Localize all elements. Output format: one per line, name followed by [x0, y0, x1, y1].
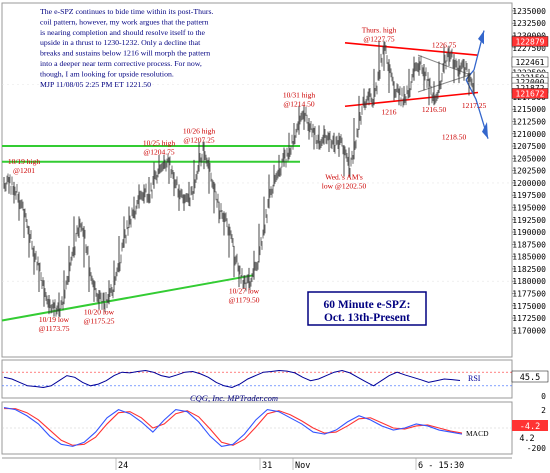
- price-tick-label: 1212500: [512, 117, 546, 126]
- rsi-tick-label: 0: [541, 392, 546, 401]
- price-tick-label: 1172500: [512, 314, 546, 323]
- price-tick-label: 1175000: [512, 302, 546, 311]
- price-panel-frame: [1, 2, 513, 358]
- price-annotation: 1216.50: [422, 105, 447, 114]
- price-annotation: 1217.25: [462, 101, 487, 110]
- commentary-line: The e-SPZ continues to bide time within …: [40, 7, 214, 89]
- rsi-value-box: [511, 370, 549, 383]
- price-tick-label: 1187500: [512, 240, 546, 249]
- price-annotation: Thurs. high @1227.75: [362, 26, 397, 44]
- price-tick-label: 1195000: [512, 203, 546, 212]
- price-tick-label: 1232500: [512, 19, 546, 28]
- price-flags: 122879122461122150122000121872121672: [511, 36, 549, 99]
- macd-tick-label: -200: [527, 444, 546, 453]
- chart-title: 60 Minute e-SPZ: Oct. 13th-Present: [324, 299, 411, 324]
- time-axis: 24 31 Nov 6 - 15:30: [2, 457, 512, 471]
- rsi-value: 45.5: [520, 373, 540, 383]
- price-series: [3, 40, 475, 318]
- price-flag-label: 122879: [516, 37, 545, 46]
- rsi-legend: RSI: [468, 374, 481, 383]
- price-annotation: Wed.'s AM's low @1202.50: [322, 173, 367, 191]
- price-tick-label: 1185000: [512, 253, 546, 262]
- price-annotation: 10/27 low @1179.50: [228, 287, 259, 305]
- price-tick-label: 1200000: [512, 179, 546, 188]
- time-tick-label: 24: [118, 461, 128, 471]
- price-tick-label: 1180000: [512, 277, 546, 286]
- commentary-text: The e-SPZ continues to bide time within …: [40, 7, 214, 89]
- price-tick-label: 1192500: [512, 216, 546, 225]
- time-tick-label: Nov: [295, 461, 310, 471]
- price-flag-label: 122000: [516, 78, 545, 87]
- macd-signal-line: [4, 408, 463, 446]
- price-tick-label: 1205000: [512, 154, 546, 163]
- price-annotation: 10/25 high @1204.75: [143, 139, 176, 157]
- price-tick-label: 1230000: [512, 31, 546, 40]
- macd-tick-label: 2: [541, 406, 546, 415]
- price-annotation: 10/19 low @1173.75: [38, 315, 69, 333]
- chart-title-box: 60 Minute e-SPZ: Oct. 13th-Present: [307, 291, 427, 326]
- rsi-panel: 500 RSI 45.5: [1, 359, 549, 401]
- price-flag-box: [511, 88, 549, 99]
- macd-panel: 2 -200 CQG, Inc. MPTrader.com MACD -4.2 4…: [1, 393, 548, 455]
- time-tick-label: 6 - 15:30: [418, 461, 464, 471]
- macd-value-box: [512, 420, 548, 431]
- price-tick-label: 1170000: [512, 326, 546, 335]
- price-annotation: 10/31 high @1214.50: [283, 91, 316, 109]
- macd-extra-value: 4.2: [519, 434, 534, 444]
- price-tick-label: 1190000: [512, 228, 546, 237]
- watermark: CQG, Inc. MPTrader.com: [190, 393, 278, 403]
- time-tick-label: 31: [262, 461, 272, 471]
- price-flag-label: 121672: [516, 89, 545, 98]
- projection-down-arrowhead: [482, 121, 488, 139]
- projection-up-arrowhead: [478, 30, 484, 45]
- price-tick-label: 1182500: [512, 265, 546, 274]
- coil-upper-trendline: [344, 42, 479, 56]
- price-tick-label: 1177500: [512, 289, 546, 298]
- price-annotation: 1226.75: [432, 40, 457, 49]
- price-flag-box: [511, 36, 549, 47]
- price-annotations: 10/19 high @1201 10/19 low @1173.75 10/20 lo…: [8, 26, 487, 333]
- macd-line: [3, 407, 463, 447]
- price-axis: 1235000123250012300001227500122500012225…: [512, 7, 546, 335]
- macd-legend: MACD: [466, 429, 489, 438]
- price-tick-label: 1202500: [512, 167, 546, 176]
- price-tick-label: 1227500: [512, 44, 546, 53]
- price-tick-label: 1207500: [512, 142, 546, 151]
- chart-title-frame: [307, 291, 427, 326]
- macd-content: 2 -200: [2, 406, 546, 453]
- macd-value: -4.2: [520, 422, 540, 432]
- price-tick-label: 1215000: [512, 105, 546, 114]
- price-annotation: 10/19 high @1201: [8, 157, 41, 175]
- price-annotation: 1216: [382, 107, 397, 116]
- price-tick-label: 1235000: [512, 7, 546, 16]
- price-annotation: 1218.50: [442, 133, 467, 142]
- price-flag-box: [511, 56, 549, 68]
- green-support-line: [1, 274, 254, 322]
- rsi-line: [3, 369, 461, 389]
- price-annotation: 10/26 high @1207.25: [183, 126, 216, 144]
- price-tick-label: 1197500: [512, 191, 546, 200]
- price-panel: 10/19 high @1201 10/19 low @1173.75 10/20 lo…: [1, 2, 513, 358]
- price-annotation: 10/20 low @1175.25: [83, 308, 114, 326]
- price-tick-label: 1210000: [512, 130, 546, 139]
- price-flag-label: 122461: [516, 58, 545, 67]
